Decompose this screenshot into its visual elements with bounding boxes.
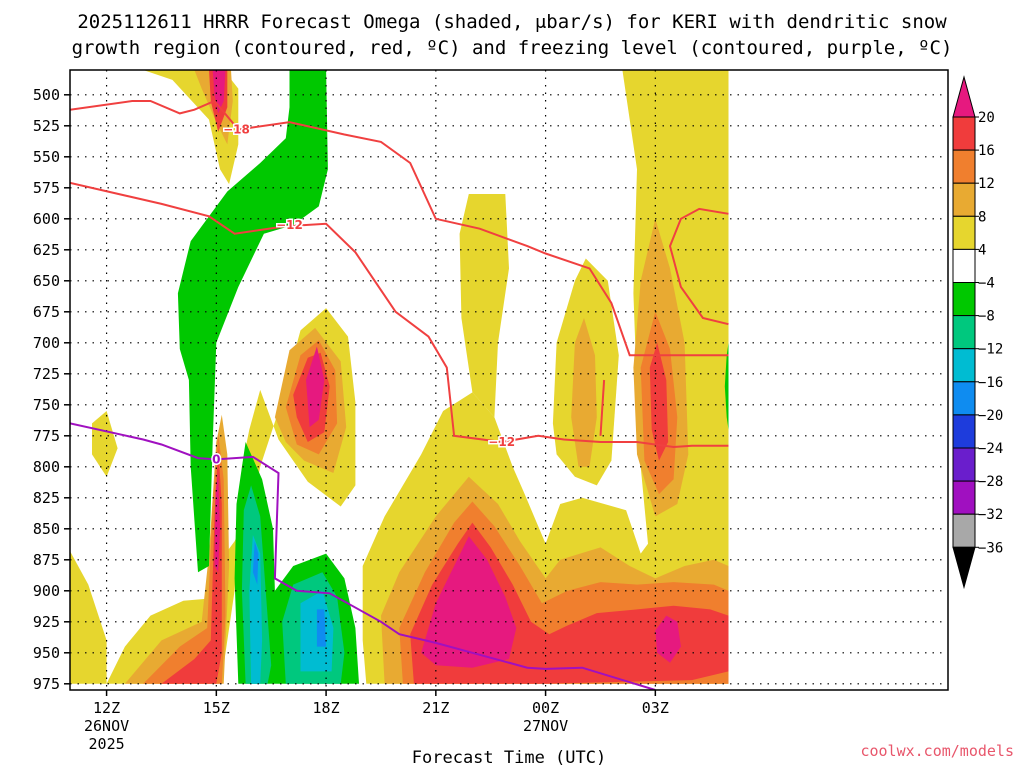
x-axis-label: Forecast Time (UTC) [412,748,606,768]
plot-frame [69,69,949,691]
omega-shade-region-3 [124,414,230,684]
colorbar-label-11: −28 [978,474,1003,490]
omega-shade-region-32 [649,342,669,461]
omega-shade-region-24 [459,194,509,418]
isotherm-2--12 [599,379,606,436]
y-tick-label-925: 925 [33,613,60,631]
x-tick-sublabel-26NOV: 26NOV [84,717,129,735]
omega-shade-region-35 [724,342,729,430]
colorbar-label-1: 16 [978,143,995,159]
omega-shade-region-1 [92,411,118,477]
colorbar-label-13: −36 [978,540,1003,556]
contour-label-1: −12 [276,218,303,232]
colorbar-label-7: −12 [978,342,1003,358]
contour-labels: −18 −12 −12 0 [211,121,517,468]
y-tick-label-950: 950 [33,644,60,662]
y-tick-label-875: 875 [33,551,60,569]
contour-label-4: 0 [212,452,220,466]
colorbar-bin-12 [952,513,976,548]
omega-shade-region-34 [655,615,681,663]
y-tick-label-800: 800 [33,458,60,476]
x-tick-label-15Z: 15Z [203,699,230,717]
x-tick-label-00Z: 00Z [532,699,559,717]
omega-shade-region-27 [571,318,597,467]
contour-label-2: −12 [488,435,515,449]
y-tick-label-600: 600 [33,210,60,228]
y-tick-label-975: 975 [33,675,60,693]
colorbar-bottom-extend [952,546,976,590]
x-tick-label-21Z: 21Z [422,699,449,717]
temperature-contours [70,99,729,690]
omega-shade-region-5 [161,448,222,684]
colorbar-bin-2 [952,182,976,217]
y-tick-label-850: 850 [33,520,60,538]
colorbar-bin-11 [952,480,976,515]
y-tick-label-725: 725 [33,365,60,383]
omega-shade-region-22 [316,609,327,647]
x-tick-sublabel-2025: 2025 [89,735,125,753]
title-line-1: 2025112611 HRRR Forecast Omega (shaded, … [77,11,947,33]
y-tick-label-825: 825 [33,489,60,507]
colorbar-bin-4 [952,248,976,283]
colorbar: 20 16 12 8 4 −4 −8 −12 −16 −20 −24 −28 −32 −36 [952,75,1003,590]
contour-label-0: −18 [223,123,250,137]
colorbar-bin-8 [952,381,976,416]
x-tick-label-03Z: 03Z [642,699,669,717]
colorbar-bin-0 [952,116,976,151]
colorbar-bin-5 [952,282,976,317]
colorbar-label-5: −4 [978,276,995,292]
y-tick-label-500: 500 [33,86,60,104]
colorbar-bin-10 [952,447,976,482]
colorbar-bin-3 [952,215,976,250]
y-tick-label-675: 675 [33,303,60,321]
colorbar-label-6: −8 [978,309,995,325]
y-tick-label-650: 650 [33,272,60,290]
isotherm-4-0 [70,422,656,690]
isotherm-0--18 [70,99,729,357]
colorbar-bin-9 [952,414,976,449]
colorbar-bin-1 [952,149,976,184]
y-tick-label-550: 550 [33,148,60,166]
isotherm-1--12 [70,181,729,449]
y-tick-label-900: 900 [33,582,60,600]
y-tick-label-750: 750 [33,396,60,414]
omega-shading [70,70,729,684]
y-tick-label-775: 775 [33,427,60,445]
omega-shade-region-14 [212,70,226,114]
colorbar-label-4: 4 [978,242,986,258]
title-line-2: growth region (contoured, red, ºC) and f… [72,37,953,59]
x-tick-sublabel-27NOV: 27NOV [523,717,568,735]
omega-shade-region-15 [177,70,328,573]
x-tick-label-18Z: 18Z [313,699,340,717]
y-tick-label-625: 625 [33,241,60,259]
y-tick-label-575: 575 [33,179,60,197]
colorbar-top-extend [952,75,976,118]
omega-shade-region-33 [421,536,517,668]
colorbar-bin-6 [952,315,976,350]
x-tick-label-12Z: 12Z [93,699,120,717]
colorbar-label-12: −32 [978,507,1003,523]
colorbar-bin-7 [952,348,976,383]
colorbar-label-0: 20 [978,110,995,126]
credit-text: coolwx.com/models [860,742,1014,760]
colorbar-label-8: −16 [978,375,1003,391]
omega-shade-region-10 [306,346,325,428]
isotherm-3--12 [668,207,729,326]
colorbar-label-10: −24 [978,441,1003,457]
y-tick-label-700: 700 [33,334,60,352]
y-axis: 500 525 550 575 600 625 650 675 700 725 750 775 800 8… [33,86,70,693]
colorbar-label-2: 12 [978,176,995,192]
colorbar-label-3: 8 [978,209,986,225]
omega-shade-region-21 [252,541,259,585]
omega-shade-region-0 [70,551,107,684]
colorbar-label-9: −20 [978,408,1003,424]
omega-shade-region-19 [249,535,263,684]
y-tick-label-525: 525 [33,117,60,135]
